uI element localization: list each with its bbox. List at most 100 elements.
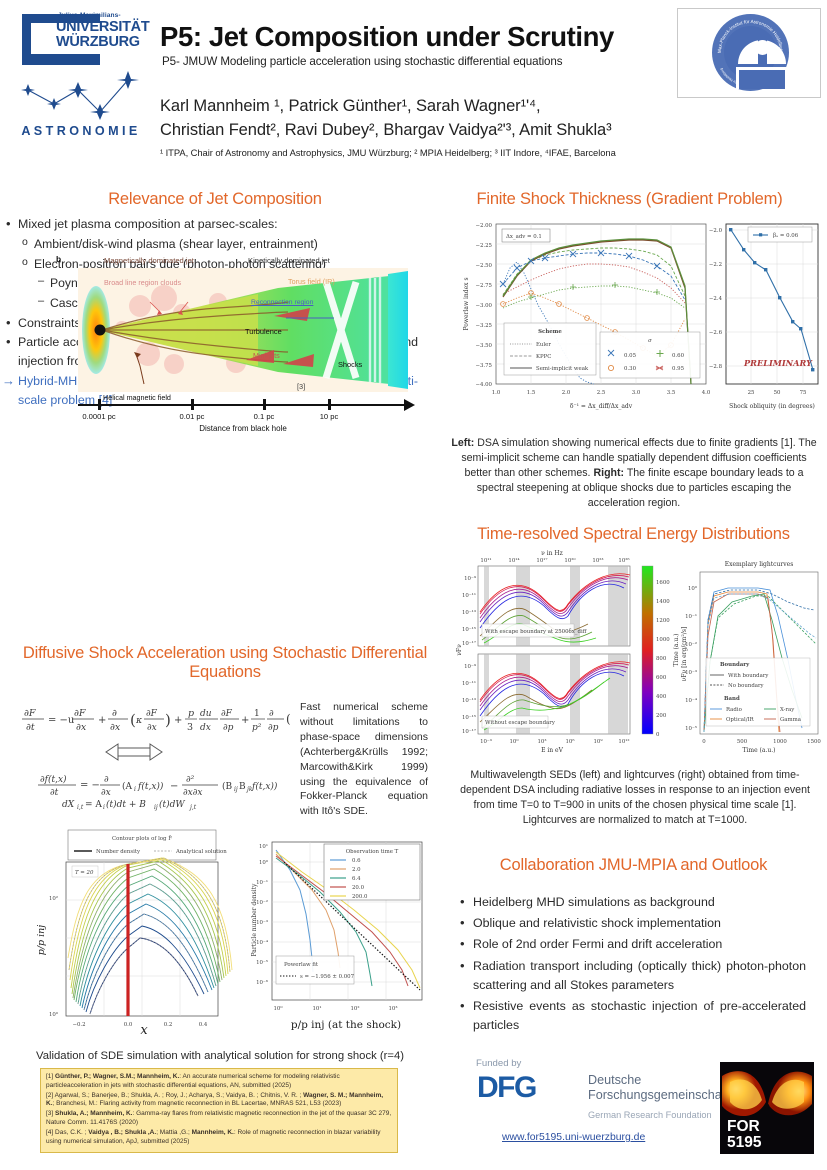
svg-text:jk: jk [245, 786, 253, 793]
validation-caption: Validation of SDE simulation with analyt… [36, 1050, 405, 1062]
sed-x-tick: 10⁶ [565, 738, 574, 745]
sed-top-annotation: With escape boundary at 2500δx_diff [485, 629, 588, 635]
label-kinetically-dominated: Kinetically dominated jet [248, 256, 330, 265]
list-item: Radiation transport including (optically… [456, 956, 818, 995]
finite-shock-plots: Δx_adv = 0.1 [463, 223, 819, 410]
powerlaw-x-tick: 1.5 [527, 390, 536, 396]
series-semiimplicit-005 [502, 239, 692, 385]
contour-x-tick: −0.2 [72, 1022, 85, 1028]
svg-text:∂p: ∂p [268, 723, 279, 733]
lightcurve-y-label: νFν [in erg/cm²/s] [681, 627, 688, 682]
lightcurve-x-tick: 500 [737, 739, 748, 745]
label-shocks: Shocks [338, 360, 363, 369]
department-label: ASTRONOMIE [21, 124, 141, 138]
sed-y-tick: 10⁻¹⁵ [462, 714, 476, 721]
dome-ball [755, 40, 770, 55]
dfg-subtitle: German Research Foundation [588, 1110, 712, 1120]
sed-y-tick: 10⁻¹¹ [462, 592, 476, 599]
time-colorbar [641, 565, 654, 735]
sed-top-x-tick: 10¹¹ [480, 557, 491, 564]
funded-by-label: Funded by [476, 1058, 522, 1069]
scheme-legend-item: Semi-implicit weak [536, 366, 589, 372]
svg-text:): ) [165, 711, 171, 729]
svg-text:3: 3 [187, 722, 193, 733]
equations-block: ∂F ∂t = −u ∂F ∂x + ∂ ∂x ( κ ∂F ∂x ) + p [22, 700, 430, 817]
obliquity-y-tick: −2.8 [709, 364, 723, 370]
contour-legend-item: Number density [96, 849, 141, 855]
validation-plot-svg: Contour plots of log F̄ Number density A… [36, 829, 423, 1038]
obliquity-markers [729, 228, 815, 372]
sed-y-tick: 10⁻⁹ [464, 663, 477, 670]
svg-text:∂: ∂ [104, 775, 109, 785]
svg-text:∂x: ∂x [76, 722, 87, 733]
caption-left-text: DSA simulation showing numerical effects… [461, 437, 817, 480]
lightcurve-y-tick: 10⁻² [685, 641, 697, 648]
section-title-finite-shock: Finite Shock Thickness (Gradient Problem… [476, 190, 783, 208]
sed-top-x-tick: 10²³ [592, 557, 603, 564]
svg-text:du: du [200, 709, 212, 719]
svg-text:∂x: ∂x [147, 723, 157, 733]
university-logo: Julius-Maximilians- UNIVERSITÄT WÜRZBURG… [8, 8, 150, 148]
colorbar-tick: 1200 [656, 618, 670, 624]
powerlaw-y-tick: −2.75 [475, 283, 492, 289]
powerlaw-y-tick: −3.50 [475, 343, 492, 349]
colorbar-tick: 600 [656, 675, 667, 681]
jet-illustration [82, 271, 408, 389]
contour-y-tick: 10⁰ [49, 1011, 59, 1018]
contour-x-tick: 0.2 [164, 1022, 173, 1028]
colorbar-tick: 200 [656, 713, 667, 719]
project-url-link[interactable]: www.for5195.uni-wuerzburg.de [502, 1132, 646, 1143]
for5195-label: FOR 5195 [727, 1119, 761, 1150]
sed-y-label: νFν [456, 644, 463, 656]
section-title-sed: Time-resolved Spectral Energy Distributi… [477, 525, 790, 543]
svg-text:= −: = − [80, 780, 100, 791]
scheme-legend-title: Scheme [538, 329, 562, 335]
lightcurve-x-tick: 1000 [773, 739, 787, 745]
spectrum-legend-item: 6.4 [352, 876, 361, 882]
contour-legend-title: Contour plots of log F̄ [112, 835, 172, 842]
dfg-name-line1: Deutsche [588, 1073, 642, 1087]
svg-text:(: ( [130, 711, 136, 729]
svg-text:1: 1 [254, 709, 260, 719]
obliquity-y-tick: −2.0 [709, 228, 723, 234]
reference-item: [1] Günther, P.; Wagner, S.M.; Mannheim,… [46, 1073, 340, 1089]
powerlaw-x-tick: 4.0 [702, 390, 711, 396]
sed-caption: Multiwavelength SEDs (left) and lightcur… [460, 769, 810, 827]
sed-top-x-tick: 10²⁰ [564, 557, 576, 564]
lightcurve-y-tick: 10⁻³ [685, 669, 697, 676]
mpia-seal: Max-Planck-Institut für Astronomie Heide… [712, 14, 789, 91]
marker-plus-series [528, 282, 660, 300]
finite-shock-caption: Left: DSA simulation showing numerical e… [450, 436, 818, 511]
svg-text:∂F: ∂F [221, 709, 233, 719]
label-reconnection-region: Reconnection region [251, 299, 314, 306]
axis-tick [328, 399, 331, 410]
svg-text:∂F: ∂F [74, 708, 86, 719]
spectrum-y-tick: 10⁻⁵ [256, 959, 268, 966]
lightcurve-y-tick: 10⁻⁴ [685, 697, 697, 704]
for-line2: 5195 [727, 1133, 762, 1151]
svg-text:−: − [170, 781, 178, 792]
affiliations: ¹ ITPA, Chair of Astronomy and Astrophys… [160, 146, 616, 158]
axis-tick [98, 399, 101, 410]
colorbar-tick: 400 [656, 694, 667, 700]
sed-y-tick: 10⁻¹⁷ [462, 640, 476, 647]
spectrum-x-tick: 10² [350, 1005, 359, 1012]
outlook-bullet-list: Heidelberg MHD simulations as background… [456, 892, 818, 1038]
sed-x-tick: 10³ [537, 738, 546, 745]
sed-y-tick: 10⁻¹¹ [462, 680, 476, 687]
spectrum-y-tick: 10⁻⁴ [256, 939, 268, 946]
university-wordmark: Julius-Maximilians- UNIVERSITÄT WÜRZBURG [8, 8, 150, 70]
label-turbulence: Turbulence [245, 327, 282, 336]
bracket-bar [22, 54, 100, 65]
lightcurve-title: Exemplary lightcurves [725, 561, 794, 568]
powerlaw-y-tick: −4.00 [475, 382, 492, 388]
validation-plots: Contour plots of log F̄ Number density A… [28, 828, 433, 1050]
svg-text:(t)dt + B: (t)dt + B [106, 799, 146, 810]
scheme-legend-item: Euler [536, 342, 551, 348]
powerlaw-y-tick: −2.00 [475, 223, 492, 229]
author-block: Karl Mannheim ¹, Patrick Günther¹, Sarah… [160, 95, 760, 158]
svg-text:∂: ∂ [269, 709, 274, 719]
powerlaw-y-tick: −2.50 [475, 263, 492, 269]
colorbar-tick: 1600 [656, 580, 670, 586]
sigma-legend-item: 0.30 [624, 366, 637, 372]
